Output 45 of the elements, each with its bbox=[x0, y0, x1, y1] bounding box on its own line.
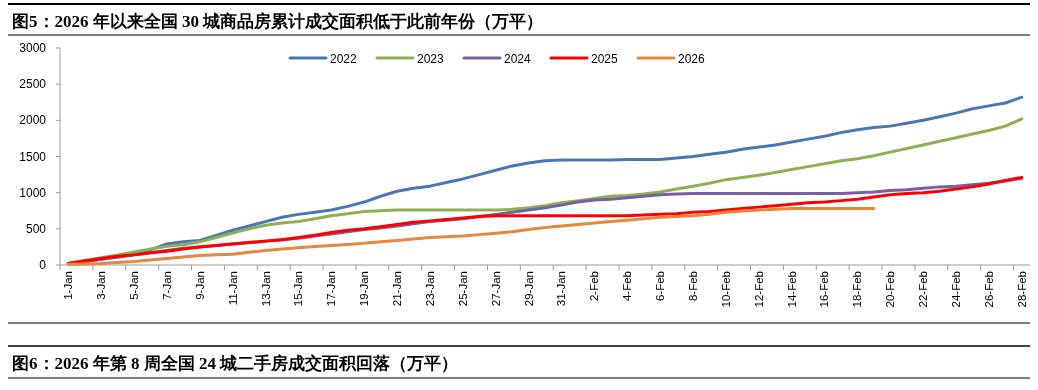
x-tick-label: 1-Jan bbox=[62, 271, 75, 300]
x-tick-label: 16-Feb bbox=[818, 271, 831, 308]
legend-label: 2026 bbox=[678, 51, 706, 66]
x-tick-label: 22-Feb bbox=[917, 271, 930, 308]
x-tick-label: 18-Feb bbox=[851, 271, 864, 308]
x-tick-label: 24-Feb bbox=[950, 271, 963, 308]
x-tick-label: 2-Feb bbox=[588, 271, 601, 302]
x-tick-label: 8-Feb bbox=[686, 271, 699, 302]
x-tick-label: 13-Jan bbox=[259, 271, 272, 307]
x-tick-label: 23-Jan bbox=[423, 271, 436, 307]
y-tick-label: 0 bbox=[39, 258, 47, 272]
x-tick-label: 27-Jan bbox=[489, 271, 502, 307]
x-tick-label: 6-Feb bbox=[654, 271, 667, 302]
x-tick-label: 29-Jan bbox=[522, 271, 535, 307]
x-tick-label: 14-Feb bbox=[785, 271, 798, 308]
y-tick-label: 500 bbox=[25, 221, 47, 236]
y-tick-label: 2500 bbox=[19, 77, 47, 92]
x-tick-label: 11-Jan bbox=[226, 271, 239, 306]
x-tick-label: 15-Jan bbox=[292, 271, 305, 307]
x-tick-label: 5-Jan bbox=[127, 271, 140, 300]
chart-title: 图5：2026 年以来全国 30 城商品房累计成交面积低于此前年份（万平） bbox=[12, 12, 544, 31]
x-tick-label: 21-Jan bbox=[391, 271, 404, 307]
x-tick-label: 10-Feb bbox=[719, 271, 732, 308]
y-tick-label: 2000 bbox=[19, 113, 47, 128]
caption: 图6：2026 年第 8 周全国 24 城二手房成交面积回落（万平） bbox=[12, 354, 459, 373]
x-tick-label: 17-Jan bbox=[325, 271, 338, 307]
legend-label: 2022 bbox=[330, 51, 358, 66]
legend-label: 2023 bbox=[417, 51, 445, 66]
x-tick-label: 28-Feb bbox=[1015, 271, 1028, 308]
x-tick-label: 7-Jan bbox=[160, 271, 173, 300]
y-tick-label: 1000 bbox=[19, 185, 47, 200]
legend-label: 2024 bbox=[504, 51, 532, 66]
x-tick-label: 3-Jan bbox=[95, 271, 108, 300]
x-tick-label: 31-Jan bbox=[555, 271, 568, 307]
x-tick-label: 19-Jan bbox=[358, 271, 371, 307]
y-tick-label: 1500 bbox=[19, 149, 47, 164]
x-tick-label: 25-Jan bbox=[456, 271, 469, 307]
x-tick-label: 4-Feb bbox=[621, 271, 634, 302]
y-tick-label: 3000 bbox=[19, 41, 47, 55]
x-tick-label: 20-Feb bbox=[884, 271, 897, 308]
x-tick-label: 12-Feb bbox=[752, 271, 765, 308]
x-tick-label: 9-Jan bbox=[193, 271, 206, 300]
legend-label: 2025 bbox=[591, 51, 619, 66]
line-series bbox=[66, 207, 876, 266]
x-tick-label: 26-Feb bbox=[982, 271, 995, 308]
